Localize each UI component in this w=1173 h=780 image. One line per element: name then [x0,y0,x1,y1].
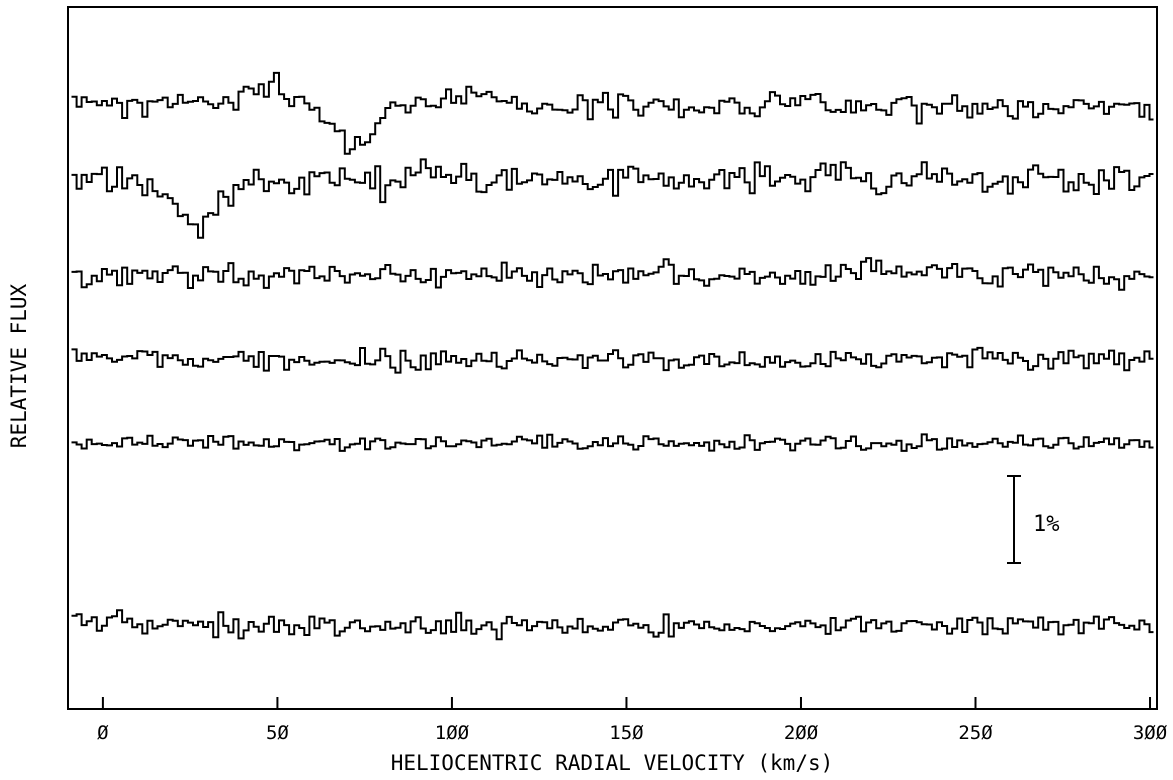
x-tick-label: 2ØØ [784,722,819,744]
plot-frame [67,6,1158,710]
x-tick-label: 3ØØ [1133,722,1168,744]
series-layer [71,71,1154,641]
y-axis-label: RELATIVE FLUX [7,283,31,448]
x-tick-label: 5Ø [266,722,289,744]
scale-bar: 1% [1007,475,1060,564]
x-ticks: Ø 5Ø 1ØØ 15Ø 2ØØ 25Ø 3ØØ [97,697,1168,744]
x-tick-label: 25Ø [958,722,993,744]
x-axis-label: HELIOCENTRIC RADIAL VELOCITY (km/s) [391,751,834,775]
scale-bar-label: 1% [1033,512,1060,537]
x-tick-label: 1ØØ [435,722,470,744]
spectrum-series-1 [71,71,1154,155]
x-tick-label: 15Ø [609,722,644,744]
spectrum-series-2 [71,158,1154,239]
spectrum-series-6 [71,609,1154,641]
spectrum-series-4 [71,346,1154,374]
x-tick-label: Ø [97,722,109,744]
spectrum-series-5 [71,433,1154,452]
spectrum-series-3 [71,257,1154,291]
